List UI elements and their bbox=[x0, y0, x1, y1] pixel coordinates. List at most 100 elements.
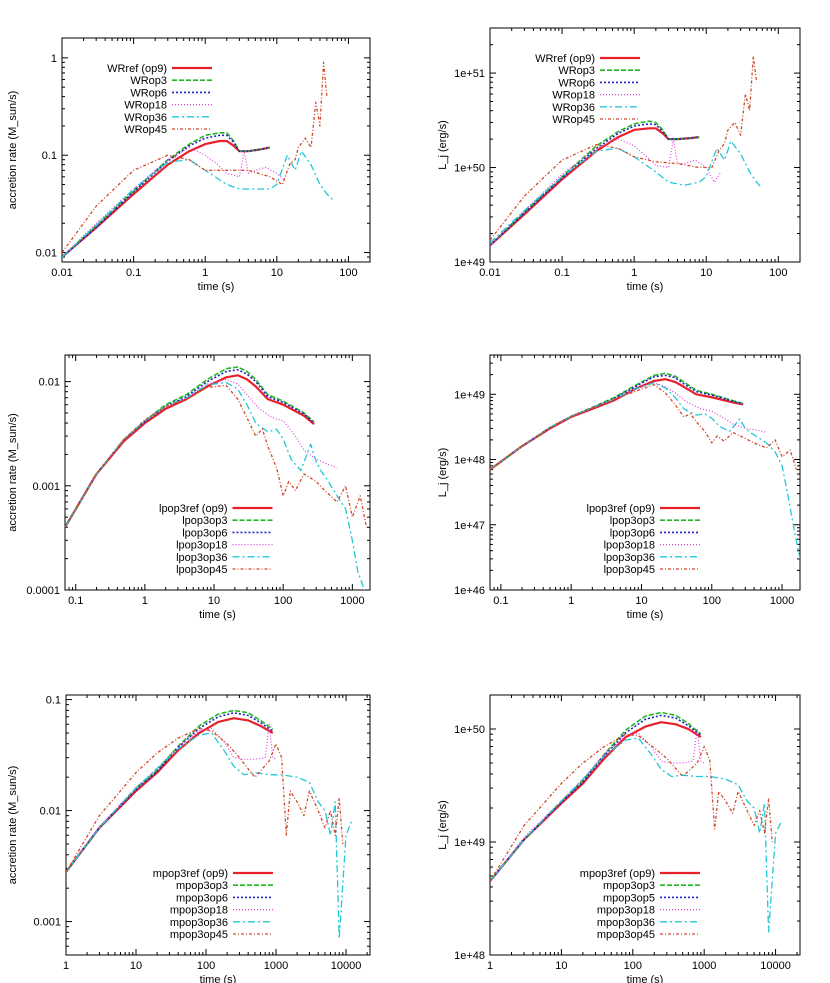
series-line-op18 bbox=[490, 728, 705, 882]
series-line-op36 bbox=[490, 382, 800, 560]
legend-label: lpop3ref (op9) bbox=[159, 503, 228, 515]
series-line-op36 bbox=[62, 150, 334, 258]
legend-label: lpop3op18 bbox=[604, 540, 655, 552]
y-axis-label: accretion rate (M_sun/s) bbox=[7, 413, 19, 532]
x-tick-label: 10000 bbox=[760, 960, 791, 972]
x-tick-label: 10 bbox=[271, 267, 283, 279]
x-axis-label: time (s) bbox=[627, 281, 664, 293]
series-line-op3 bbox=[62, 132, 271, 258]
x-axis-label: time (s) bbox=[199, 609, 236, 621]
legend-label: lpop3op6 bbox=[610, 527, 655, 539]
x-tick-label: 0.01 bbox=[479, 267, 500, 279]
x-tick-label: 1 bbox=[568, 595, 574, 607]
y-tick-label: 1e+51 bbox=[454, 68, 485, 80]
x-tick-label: 1000 bbox=[770, 595, 794, 607]
x-tick-label: 100 bbox=[769, 267, 787, 279]
legend-label: WRop45 bbox=[124, 124, 167, 136]
legend-label: lpop3op45 bbox=[604, 564, 655, 576]
x-tick-label: 100 bbox=[274, 595, 292, 607]
series-line-op18 bbox=[62, 146, 286, 258]
legend-label: lpop3op3 bbox=[610, 515, 655, 527]
y-tick-label: 0.001 bbox=[32, 481, 60, 493]
plot-frame bbox=[61, 37, 371, 263]
legend-label: mpop3op3 bbox=[176, 880, 228, 892]
legend-label: WRop6 bbox=[130, 87, 167, 99]
y-tick-label: 0.001 bbox=[33, 917, 61, 929]
series-line-op6 bbox=[65, 368, 315, 528]
legend-label: lpop3op6 bbox=[182, 527, 227, 539]
plot-frame bbox=[64, 354, 371, 591]
legend-label: WRop36 bbox=[552, 102, 595, 114]
x-tick-label: 1 bbox=[63, 960, 69, 972]
plot-frame bbox=[489, 27, 801, 263]
series-line-op9 bbox=[490, 127, 700, 247]
chart-lpop-lum: 0.1 1 10 100 1000 1e+46 1e+47 1e+48 1e+49 time (s… bbox=[437, 354, 801, 621]
y-tick-label: 1 bbox=[51, 53, 57, 65]
series-line-op36 bbox=[66, 732, 353, 940]
x-tick-label: 100 bbox=[339, 267, 357, 279]
y-tick-label: 1e+49 bbox=[454, 257, 485, 269]
series-line-op36 bbox=[490, 140, 763, 244]
legend-label: WRref (op9) bbox=[107, 63, 167, 75]
series-line-op3 bbox=[490, 711, 702, 882]
legend-label: WRop3 bbox=[130, 75, 167, 87]
x-tick-label: 1000 bbox=[340, 595, 364, 607]
y-tick-label: 0.01 bbox=[40, 806, 61, 818]
x-tick-label: 100 bbox=[703, 595, 721, 607]
legend-label: lpop3op36 bbox=[604, 552, 655, 564]
y-tick-label: 0.01 bbox=[36, 248, 57, 260]
legend-label: mpop3op6 bbox=[176, 892, 228, 904]
legend-label: mpop3ref (op9) bbox=[580, 868, 655, 880]
legend-label: mpop3op36 bbox=[597, 917, 655, 929]
plot-frame bbox=[489, 354, 801, 591]
series-line-op3 bbox=[66, 709, 274, 873]
x-tick-label: 10 bbox=[208, 595, 220, 607]
legend-label: mpop3op45 bbox=[597, 929, 655, 941]
x-tick-label: 0.01 bbox=[51, 267, 72, 279]
legend-label: mpop3ref (op9) bbox=[153, 868, 228, 880]
series-line-op36 bbox=[490, 737, 782, 933]
x-axis-label: time (s) bbox=[627, 974, 664, 983]
series-line-op45 bbox=[490, 384, 798, 471]
series-line-op9 bbox=[65, 374, 315, 528]
series-group bbox=[62, 61, 334, 258]
legend: lpop3ref (op9)lpop3op3lpop3op6lpop3op18l… bbox=[159, 503, 273, 576]
legend-label: mpop3op18 bbox=[170, 905, 228, 917]
y-tick-label: 1e+48 bbox=[454, 950, 485, 962]
x-tick-label: 1 bbox=[487, 960, 493, 972]
legend-label: lpop3ref (op9) bbox=[587, 503, 656, 515]
x-tick-label: 10 bbox=[635, 595, 647, 607]
legend: mpop3ref (op9)mpop3op3mpop3op5mpop3op18m… bbox=[580, 868, 700, 941]
y-tick-label: 0.1 bbox=[46, 695, 61, 707]
series-line-op6 bbox=[490, 374, 744, 471]
series-line-op36 bbox=[65, 381, 366, 590]
legend-label: mpop3op18 bbox=[597, 905, 655, 917]
series-line-op18 bbox=[65, 378, 338, 528]
x-axis-label: time (s) bbox=[627, 609, 664, 621]
y-axis-label: accretion rate (M_sun/s) bbox=[7, 766, 19, 885]
y-tick-label: 0.01 bbox=[39, 377, 60, 389]
x-tick-label: 10 bbox=[555, 960, 567, 972]
legend-label: WRop45 bbox=[552, 114, 595, 126]
series-group bbox=[66, 709, 353, 940]
series-line-op45 bbox=[490, 733, 773, 882]
legend-label: WRop18 bbox=[552, 90, 595, 102]
x-axis-label: time (s) bbox=[198, 281, 235, 293]
plot-frame bbox=[489, 694, 801, 956]
chart-lpop-acc: 0.1 1 10 100 1000 0.0001 0.001 0.01 time (s) accr… bbox=[7, 354, 371, 621]
legend-label: lpop3op18 bbox=[176, 540, 227, 552]
legend-label: WRop18 bbox=[124, 100, 167, 112]
y-tick-label: 1e+47 bbox=[454, 520, 485, 532]
x-tick-label: 100 bbox=[197, 960, 215, 972]
y-axis-label: accretion rate (M_sun/s) bbox=[7, 91, 19, 210]
series-group bbox=[490, 372, 800, 560]
series-line-op9 bbox=[490, 721, 702, 882]
y-tick-label: 0.1 bbox=[42, 150, 57, 162]
legend-label: lpop3op36 bbox=[176, 552, 227, 564]
series-group bbox=[490, 711, 782, 933]
y-axis-label: L_j (erg/s) bbox=[437, 448, 449, 498]
series-line-op18 bbox=[66, 723, 277, 873]
legend-label: WRop6 bbox=[558, 77, 595, 89]
series-line-op18 bbox=[490, 382, 767, 471]
